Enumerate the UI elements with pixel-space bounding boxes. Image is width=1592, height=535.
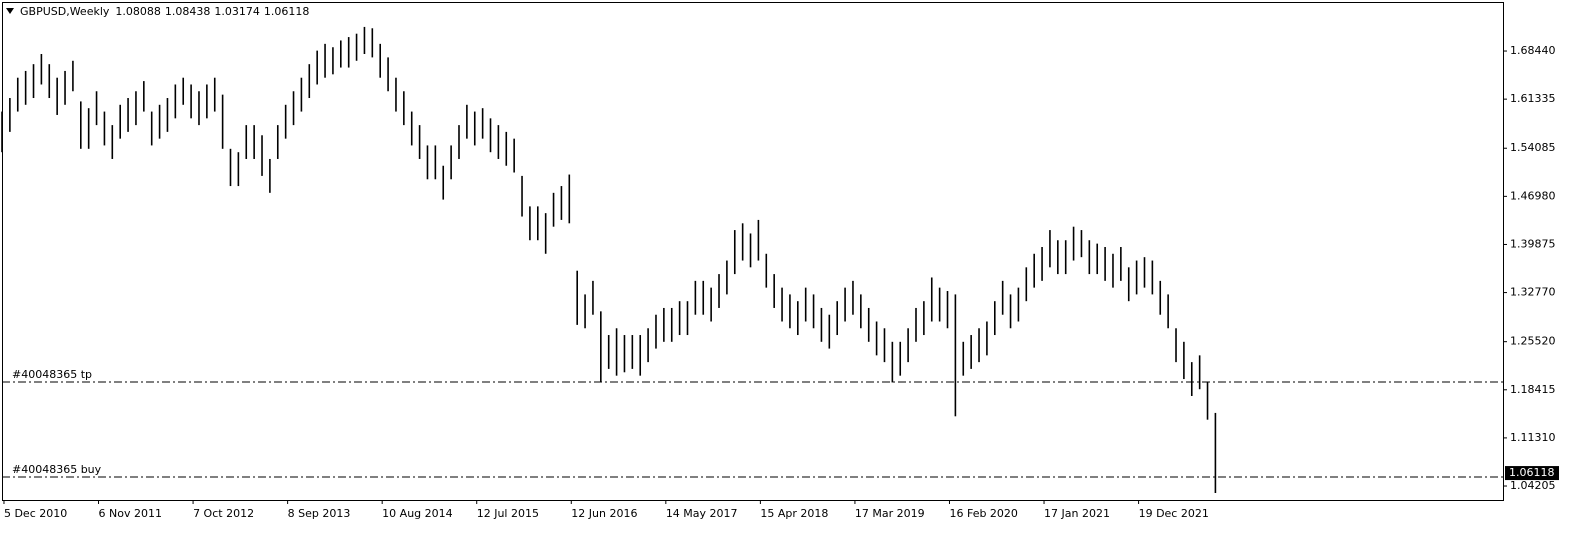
close: 1.06118 xyxy=(264,5,310,18)
y-tick-label: 1.68440 xyxy=(1510,44,1556,57)
x-tick-label: 5 Dec 2010 xyxy=(4,507,67,520)
x-tick-label: 12 Jun 2016 xyxy=(571,507,637,520)
order-label: #40048365 buy xyxy=(12,463,102,476)
y-tick-label: 1.04205 xyxy=(1510,479,1556,492)
x-tick-label: 15 Apr 2018 xyxy=(760,507,828,520)
x-tick-label: 10 Aug 2014 xyxy=(382,507,452,520)
symbol: GBPUSD,Weekly xyxy=(20,5,110,18)
y-tick-label: 1.32770 xyxy=(1510,286,1556,299)
x-tick-label: 17 Mar 2019 xyxy=(855,507,925,520)
x-tick-label: 12 Jul 2015 xyxy=(477,507,539,520)
order-label: #40048365 tp xyxy=(12,368,92,381)
y-tick-label: 1.39875 xyxy=(1510,237,1556,250)
high: 1.08438 xyxy=(165,5,211,18)
open: 1.08088 xyxy=(115,5,161,18)
price-tag-label: 1.06118 xyxy=(1509,466,1555,479)
x-tick-label: 17 Jan 2021 xyxy=(1044,507,1110,520)
x-tick-label: 16 Feb 2020 xyxy=(949,507,1017,520)
header: GBPUSD,Weekly 1.08088 1.08438 1.03174 1.0611… xyxy=(20,5,309,18)
menu-triangle[interactable] xyxy=(6,8,14,14)
x-tick-label: 7 Oct 2012 xyxy=(193,507,254,520)
x-tick-label: 8 Sep 2013 xyxy=(288,507,351,520)
low: 1.03174 xyxy=(214,5,260,18)
x-tick-label: 14 May 2017 xyxy=(666,507,738,520)
y-tick-label: 1.11310 xyxy=(1510,431,1556,444)
x-tick-label: 19 Dec 2021 xyxy=(1139,507,1209,520)
y-tick-label: 1.25520 xyxy=(1510,335,1556,348)
plot-frame xyxy=(2,2,1504,501)
price-tag xyxy=(1505,466,1559,481)
y-tick-label: 1.61335 xyxy=(1510,92,1556,105)
x-tick-label: 6 Nov 2011 xyxy=(99,507,162,520)
y-tick-label: 1.18415 xyxy=(1510,383,1556,396)
y-tick-label: 1.46980 xyxy=(1510,189,1556,202)
y-tick-label: 1.54085 xyxy=(1510,141,1556,154)
